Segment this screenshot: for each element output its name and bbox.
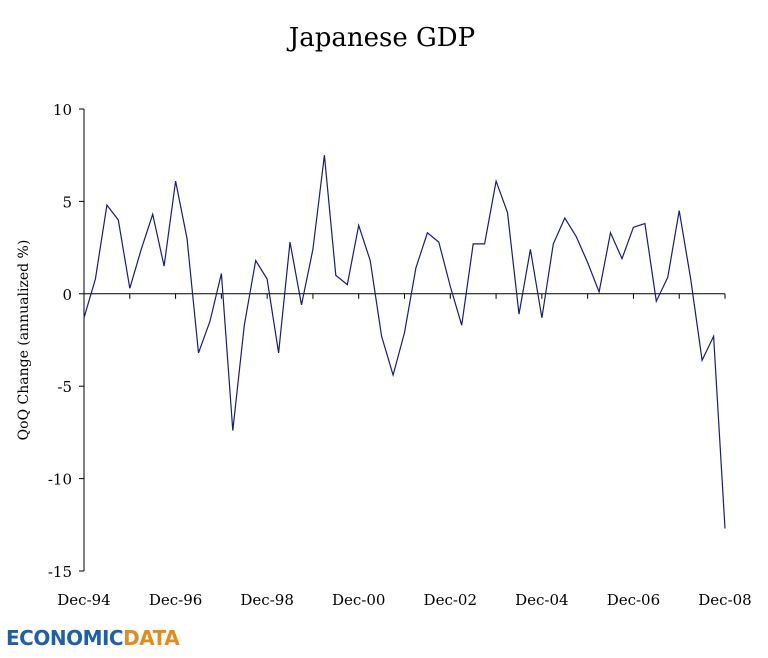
x-tick-label: Dec-08: [698, 591, 751, 609]
economicdata-logo: ECONOMICDATA: [6, 626, 180, 650]
y-tick-label: -10: [48, 471, 72, 489]
series-group: [83, 155, 726, 529]
y-tick-label: 0: [62, 286, 72, 304]
logo-text-part2: DATA: [123, 626, 180, 650]
gdp-series-line: [83, 155, 726, 529]
y-tick-label: -5: [57, 378, 72, 396]
tick-labels: 10 5 0 -5 -10 -15 Dec-94 Dec-96 Dec-98 Dec-00 Dec-…: [48, 101, 752, 609]
x-tick-label: Dec-98: [240, 591, 293, 609]
logo-text-part1: ECONOMIC: [6, 626, 124, 650]
x-tick-label: Dec-04: [515, 591, 568, 609]
x-tick-label: Dec-96: [149, 591, 202, 609]
y-tick-label: -15: [48, 563, 72, 581]
y-tick-label: 10: [53, 101, 72, 119]
axes: [79, 108, 726, 572]
y-tick-label: 5: [62, 193, 72, 211]
x-tick-label: Dec-00: [332, 591, 385, 609]
x-tick-label: Dec-94: [57, 591, 110, 609]
x-tick-label: Dec-02: [424, 591, 477, 609]
x-tick-label: Dec-06: [607, 591, 660, 609]
y-axis-label: QoQ Change (annualized %): [16, 240, 32, 441]
chart-title: Japanese GDP: [286, 23, 475, 53]
